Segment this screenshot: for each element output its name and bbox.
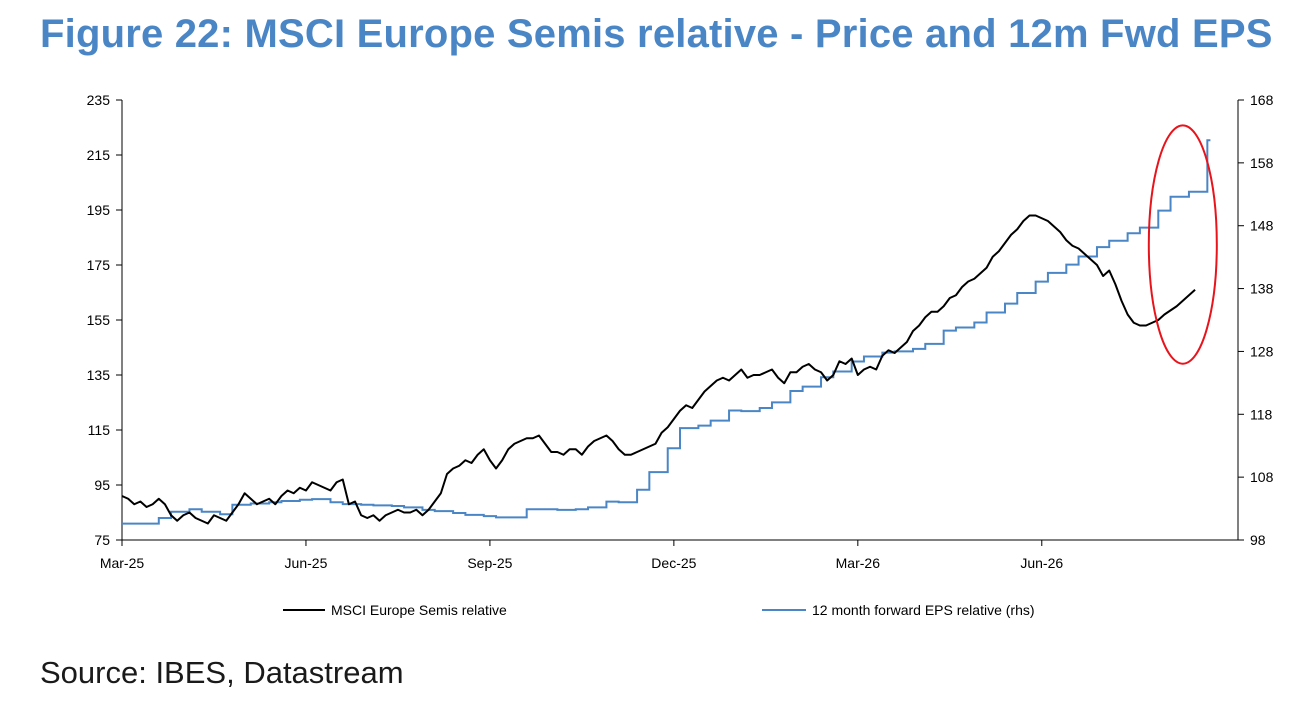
x-tick-label: Mar-25 <box>100 555 145 571</box>
figure-title: Figure 22: MSCI Europe Semis relative - … <box>40 12 1273 56</box>
right-tick-label: 158 <box>1250 155 1274 171</box>
legend-price-label: MSCI Europe Semis relative <box>331 602 507 618</box>
x-tick-label: Jun-26 <box>1020 555 1063 571</box>
x-tick-label: Dec-25 <box>651 555 696 571</box>
left-tick-label: 195 <box>87 202 111 218</box>
price-series <box>121 214 1196 525</box>
left-tick-label: 235 <box>87 92 111 108</box>
right-tick-label: 128 <box>1250 343 1274 359</box>
right-tick-label: 98 <box>1250 532 1266 548</box>
left-tick-label: 215 <box>87 147 111 163</box>
left-tick-label: 175 <box>87 257 111 273</box>
left-tick-label: 115 <box>88 422 111 438</box>
x-tick-label: Jun-25 <box>285 555 328 571</box>
right-tick-label: 168 <box>1250 92 1274 108</box>
left-tick-label: 95 <box>94 477 110 493</box>
left-tick-label: 135 <box>87 367 111 383</box>
right-tick-label: 118 <box>1250 406 1273 422</box>
eps-line <box>122 139 1211 525</box>
x-tick-label: Mar-26 <box>836 555 881 571</box>
right-tick-label: 108 <box>1250 469 1274 485</box>
left-tick-label: 75 <box>94 532 110 548</box>
right-tick-label: 148 <box>1250 218 1274 234</box>
annotation <box>1147 124 1218 365</box>
price-line <box>121 214 1196 525</box>
axes: 75 95 115 135 155 175 195 215 235 98 108 118 128 138 1… <box>87 92 1274 571</box>
legend-eps-label: 12 month forward EPS relative (rhs) <box>812 602 1035 618</box>
eps-series <box>122 139 1211 525</box>
highlight-ellipse <box>1147 124 1218 365</box>
chart-canvas: 75 95 115 135 155 175 195 215 235 98 108 118 128 138 1… <box>87 92 1274 618</box>
source-note: Source: IBES, Datastream <box>40 655 404 690</box>
left-tick-label: 155 <box>87 312 111 328</box>
x-tick-label: Sep-25 <box>467 555 512 571</box>
right-tick-label: 138 <box>1250 281 1274 297</box>
legend: MSCI Europe Semis relative 12 month forwa… <box>283 602 1035 618</box>
